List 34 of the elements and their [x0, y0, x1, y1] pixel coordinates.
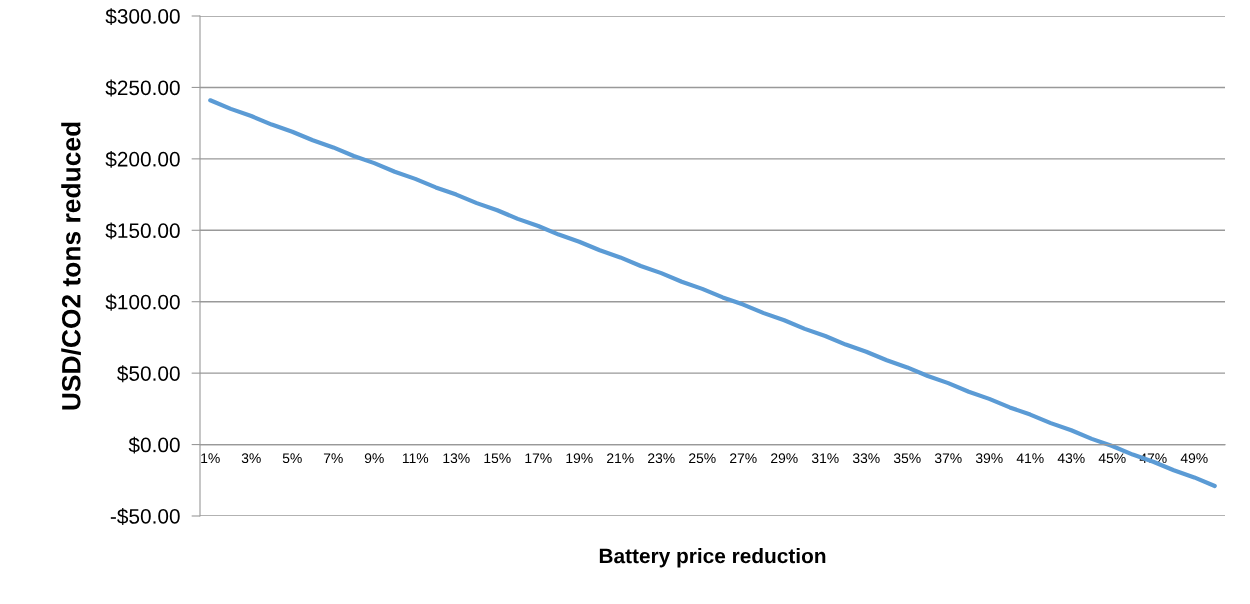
x-tick-label: 5%	[282, 453, 302, 464]
y-tick-label: $200.00	[105, 150, 180, 168]
x-tick-label: 25%	[689, 453, 716, 464]
y-tick-label: $50.00	[117, 365, 180, 383]
y-tick-label: $250.00	[105, 79, 180, 97]
x-tick-label: 21%	[607, 453, 634, 464]
x-tick-label: 31%	[811, 453, 839, 464]
y-tick-label: $150.00	[105, 222, 180, 240]
x-tick-label: 15%	[484, 453, 511, 464]
x-tick-label: 27%	[730, 453, 757, 464]
x-tick-label: 39%	[975, 453, 1003, 464]
x-tick-label: 29%	[771, 453, 798, 464]
x-tick-label: 45%	[1098, 453, 1126, 464]
x-tick-label: 19%	[566, 453, 593, 464]
y-tick-label: $300.00	[105, 8, 180, 25]
x-tick-label: 9%	[364, 453, 384, 464]
x-tick-label: 33%	[852, 453, 880, 464]
x-tick-label: 41%	[1016, 453, 1044, 464]
x-tick-label: 7%	[323, 453, 343, 464]
x-tick-label: 17%	[525, 453, 552, 464]
x-tick-label: 49%	[1180, 453, 1208, 464]
x-tick-label: 1%	[201, 453, 220, 464]
y-tick-label: -$50.00	[110, 508, 180, 525]
y-tick-label: $0.00	[128, 436, 180, 454]
x-tick-label: 11%	[402, 453, 429, 464]
x-tick-label: 23%	[648, 453, 675, 464]
x-tick-label: 3%	[241, 453, 261, 464]
y-tick-label: $100.00	[105, 293, 180, 311]
x-tick-label: 43%	[1057, 453, 1085, 464]
y-axis-title: USD/CO2 tons reduced	[61, 122, 81, 410]
x-tick-label: 35%	[893, 453, 921, 464]
x-axis-title: Battery price reduction	[599, 548, 826, 568]
x-tick-label: 13%	[443, 453, 470, 464]
x-tick-label: 37%	[934, 453, 962, 464]
